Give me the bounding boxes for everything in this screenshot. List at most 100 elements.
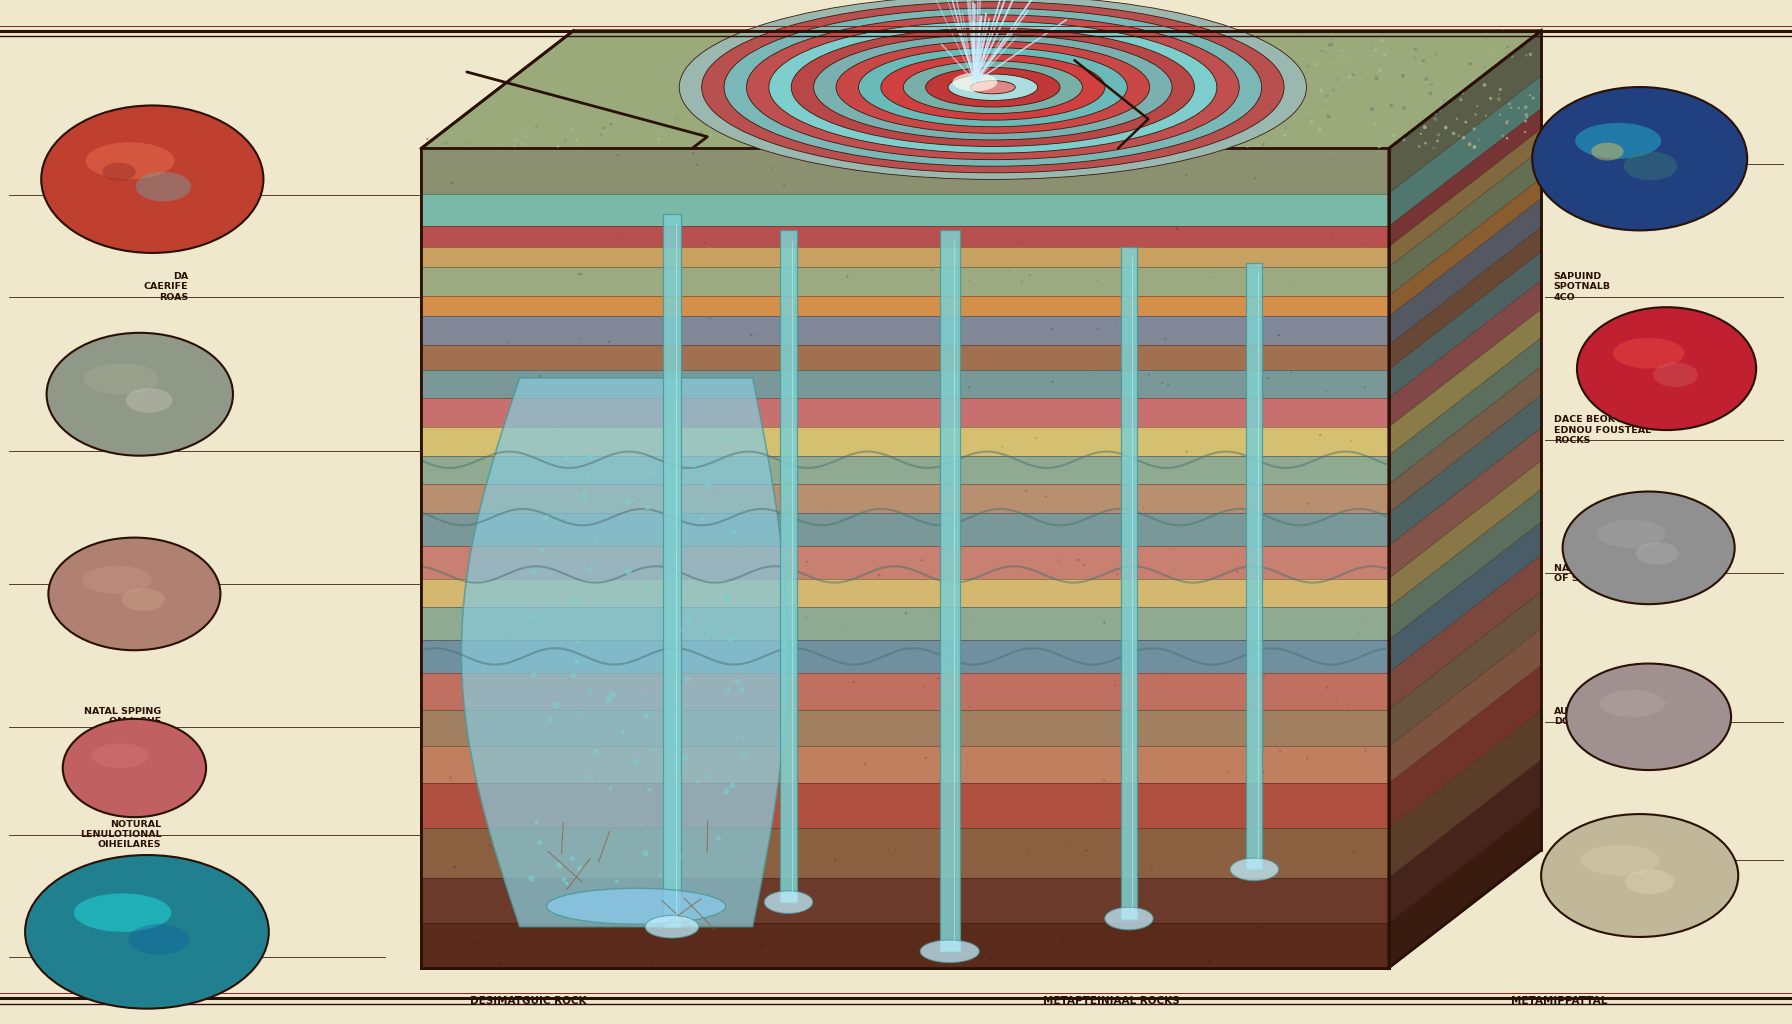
- Bar: [421, 923, 1389, 968]
- Point: [882, 842, 910, 858]
- Point: [948, 155, 977, 171]
- Point: [1269, 59, 1297, 76]
- Point: [916, 607, 944, 624]
- Bar: [781, 230, 796, 902]
- Point: [1229, 54, 1258, 71]
- Polygon shape: [1389, 150, 1541, 296]
- Point: [1063, 135, 1091, 152]
- Point: [1100, 677, 1129, 693]
- Point: [516, 132, 545, 148]
- Point: [819, 93, 848, 110]
- Point: [1374, 110, 1403, 126]
- Point: [1125, 72, 1154, 88]
- Ellipse shape: [1613, 338, 1684, 369]
- Point: [839, 674, 867, 690]
- Point: [1090, 95, 1118, 112]
- Point: [1036, 112, 1064, 128]
- Point: [1043, 139, 1072, 156]
- Point: [1459, 72, 1487, 88]
- Polygon shape: [1389, 395, 1541, 546]
- Point: [1186, 89, 1215, 105]
- Point: [871, 130, 900, 146]
- Point: [649, 544, 677, 560]
- Bar: [941, 230, 961, 951]
- Point: [556, 836, 584, 852]
- Ellipse shape: [122, 588, 165, 610]
- Point: [1486, 81, 1514, 97]
- Point: [1496, 99, 1525, 116]
- Point: [745, 424, 774, 440]
- Point: [810, 93, 839, 110]
- Ellipse shape: [903, 60, 1082, 114]
- Point: [1471, 58, 1500, 75]
- Point: [1202, 921, 1231, 937]
- Point: [799, 122, 828, 138]
- Ellipse shape: [882, 54, 1106, 120]
- Ellipse shape: [792, 28, 1195, 146]
- Point: [1224, 563, 1253, 580]
- Point: [1000, 86, 1029, 102]
- Point: [1143, 46, 1172, 62]
- Point: [1129, 500, 1158, 516]
- Polygon shape: [1389, 309, 1541, 456]
- Point: [1511, 113, 1539, 129]
- Point: [763, 110, 792, 126]
- Point: [918, 262, 946, 279]
- Point: [1389, 68, 1417, 84]
- Point: [1077, 130, 1106, 146]
- Point: [1489, 23, 1518, 39]
- Point: [683, 157, 711, 173]
- Point: [1045, 74, 1073, 90]
- Point: [977, 125, 1005, 141]
- Point: [1292, 105, 1321, 122]
- Point: [1127, 95, 1156, 112]
- Point: [1193, 119, 1222, 135]
- Point: [871, 224, 900, 241]
- Point: [932, 93, 961, 110]
- Point: [455, 669, 484, 685]
- Point: [1312, 88, 1340, 104]
- Bar: [421, 484, 1389, 513]
- Point: [1500, 35, 1529, 51]
- Point: [1342, 73, 1371, 89]
- Ellipse shape: [953, 73, 998, 91]
- Point: [819, 123, 848, 139]
- Point: [1030, 118, 1059, 134]
- Ellipse shape: [1625, 869, 1674, 894]
- Point: [1432, 120, 1460, 136]
- Point: [602, 123, 631, 139]
- Ellipse shape: [724, 8, 1262, 166]
- Point: [1314, 680, 1342, 696]
- Point: [1493, 113, 1521, 129]
- Ellipse shape: [1581, 845, 1659, 876]
- Point: [1021, 430, 1050, 446]
- Point: [1410, 119, 1439, 135]
- Point: [1516, 87, 1545, 103]
- Text: LAPPUUTE: LAPPUUTE: [1554, 155, 1609, 163]
- Bar: [663, 214, 681, 927]
- Point: [1115, 57, 1143, 74]
- Point: [1294, 58, 1322, 75]
- Point: [817, 83, 846, 99]
- Bar: [421, 267, 1389, 296]
- Point: [554, 671, 582, 687]
- Point: [1403, 113, 1432, 129]
- Point: [1082, 321, 1111, 337]
- Point: [1029, 93, 1057, 110]
- Point: [1423, 133, 1452, 150]
- Point: [909, 679, 937, 695]
- Point: [1276, 365, 1305, 381]
- Point: [1014, 113, 1043, 129]
- Point: [1321, 79, 1349, 95]
- Point: [1484, 91, 1512, 108]
- Point: [1294, 496, 1322, 512]
- Point: [1484, 55, 1512, 72]
- Point: [1520, 90, 1548, 106]
- Point: [502, 130, 530, 146]
- Bar: [421, 513, 1389, 546]
- Point: [1081, 922, 1109, 938]
- Point: [1450, 129, 1478, 145]
- Point: [520, 126, 548, 142]
- Point: [1197, 132, 1226, 148]
- Point: [957, 108, 986, 124]
